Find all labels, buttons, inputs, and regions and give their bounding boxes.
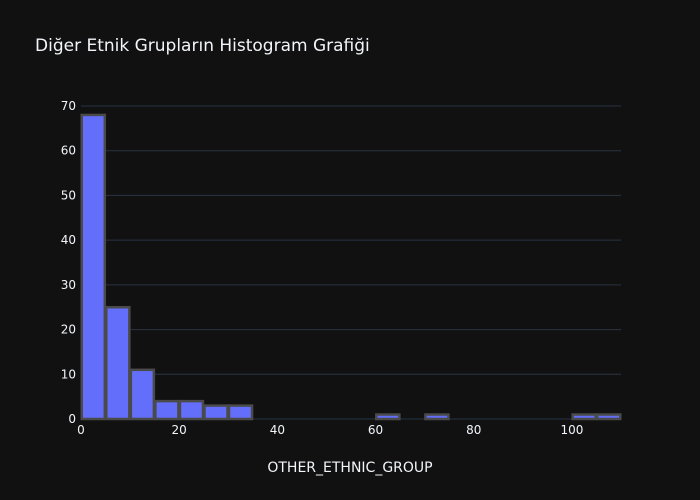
y-tick-label: 0 <box>68 412 76 426</box>
bar <box>105 305 131 421</box>
y-tick-label: 30 <box>61 278 76 292</box>
y-tick-label: 20 <box>61 323 76 337</box>
x-tick-label: 40 <box>270 423 285 437</box>
y-tick-label: 70 <box>61 99 76 113</box>
bar <box>424 413 450 421</box>
x-tick-label: 0 <box>77 423 85 437</box>
bar <box>375 413 401 421</box>
x-tick-label: 20 <box>172 423 187 437</box>
y-tick-label: 10 <box>61 367 76 381</box>
chart-title: Diğer Etnik Grupların Histogram Grafiği <box>35 36 370 56</box>
bar <box>80 113 107 421</box>
bar <box>595 413 622 421</box>
bar <box>203 404 229 421</box>
bar <box>129 368 156 421</box>
bar <box>571 413 597 421</box>
x-tick-label: 60 <box>368 423 383 437</box>
bar <box>178 399 205 421</box>
y-tick-label: 60 <box>61 144 76 158</box>
y-tick-label: 40 <box>61 233 76 247</box>
x-tick-label: 100 <box>560 423 583 437</box>
x-axis-title: OTHER_ETHNIC_GROUP <box>267 460 432 476</box>
x-tick-label: 80 <box>466 423 481 437</box>
bar <box>154 399 180 421</box>
y-tick-label: 50 <box>61 188 76 202</box>
bar <box>227 404 254 421</box>
